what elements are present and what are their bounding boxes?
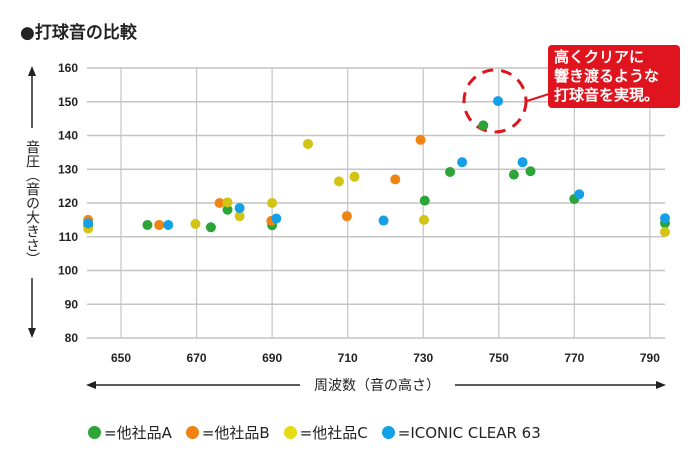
chart-title: ●打球音の比較 (20, 23, 137, 43)
legend-label: =他社品B (201, 424, 270, 442)
x-tick-label: 690 (262, 351, 282, 365)
data-point (190, 218, 201, 229)
x-tick-label: 710 (338, 351, 358, 365)
y-arrowhead-down (28, 328, 36, 338)
data-point (271, 213, 282, 224)
y-tick-label: 140 (58, 129, 78, 143)
y-tick-label: 160 (58, 61, 78, 75)
legend-label: =他社品A (104, 424, 172, 442)
data-point (267, 198, 278, 208)
x-arrowhead-right (656, 381, 666, 389)
data-point (445, 166, 456, 177)
legend-marker (185, 426, 199, 439)
data-points (83, 96, 670, 238)
legend: =他社品A =他社品B =他社品C =ICONIC CLEAR 63 (88, 422, 541, 443)
data-point (415, 134, 426, 145)
legend-marker (283, 426, 297, 439)
data-point (214, 198, 225, 208)
data-point (333, 176, 344, 187)
data-point (574, 189, 585, 200)
x-axis-label: 周波数（音の高さ） (314, 377, 440, 394)
legend-item-a: =他社品A (88, 422, 172, 443)
data-point (418, 214, 429, 225)
annotation-line: 高くクリアに (554, 48, 645, 66)
y-axis-label: 音圧（音の大きさ） (24, 139, 40, 266)
data-point (205, 222, 216, 233)
data-point (457, 157, 468, 168)
y-tick-label: 80 (65, 331, 79, 345)
data-point (525, 166, 536, 177)
legend-item-c: =他社品C (283, 422, 368, 443)
data-point (390, 174, 401, 185)
x-arrowhead-left (86, 381, 96, 389)
data-point (303, 138, 313, 149)
legend-label: =ICONIC CLEAR 63 (397, 423, 541, 442)
legend-marker (88, 426, 101, 439)
legend-marker (381, 426, 395, 439)
x-tick-label: 770 (564, 351, 584, 365)
x-tick-label: 730 (413, 351, 433, 365)
annotation-callout: 高くクリアに 響き渡るような 打球音を実現。 (548, 45, 680, 108)
data-point (419, 195, 430, 206)
legend-item-b: =他社品B (185, 422, 270, 443)
x-tick-label: 670 (187, 351, 207, 365)
x-tick-labels: 650 670 690 710 730 750 770 790 (111, 351, 660, 365)
data-point (83, 218, 94, 229)
data-point (154, 219, 165, 230)
x-axis-label-group: 周波数（音の高さ） (86, 377, 666, 394)
legend-label: =他社品C (299, 424, 368, 442)
data-point (660, 213, 670, 224)
x-tick-label: 750 (489, 351, 509, 365)
x-tick-label: 790 (640, 351, 660, 365)
y-tick-label: 100 (58, 264, 78, 278)
data-point (660, 227, 670, 238)
data-point (163, 219, 174, 230)
data-point (493, 96, 504, 107)
y-tick-label: 110 (59, 230, 79, 244)
legend-item-iconic: =ICONIC CLEAR 63 (381, 422, 541, 443)
y-tick-label: 130 (58, 162, 78, 176)
data-point (341, 211, 352, 222)
y-tick-labels: 80 90 100 110 120 130 140 150 160 (58, 61, 78, 345)
data-point (222, 204, 233, 215)
data-point (508, 169, 519, 180)
y-tick-label: 150 (58, 95, 78, 109)
data-point (478, 120, 489, 131)
highlight-circle (462, 68, 553, 134)
annotation-line: 打球音を実現。 (554, 86, 660, 104)
annotation-line: 響き渡るような (554, 67, 660, 85)
y-tick-label: 90 (65, 297, 79, 311)
grid (87, 67, 665, 339)
data-point (222, 197, 233, 208)
y-axis-label-group: 音圧（音の大きさ） (24, 66, 40, 338)
data-point (517, 157, 528, 168)
data-point (378, 215, 389, 226)
data-point (234, 211, 245, 222)
y-arrowhead-up (28, 66, 36, 76)
y-tick-label: 120 (58, 196, 78, 210)
data-point (234, 203, 245, 214)
data-point (142, 219, 153, 230)
data-point (349, 171, 360, 182)
x-tick-label: 650 (111, 351, 131, 365)
